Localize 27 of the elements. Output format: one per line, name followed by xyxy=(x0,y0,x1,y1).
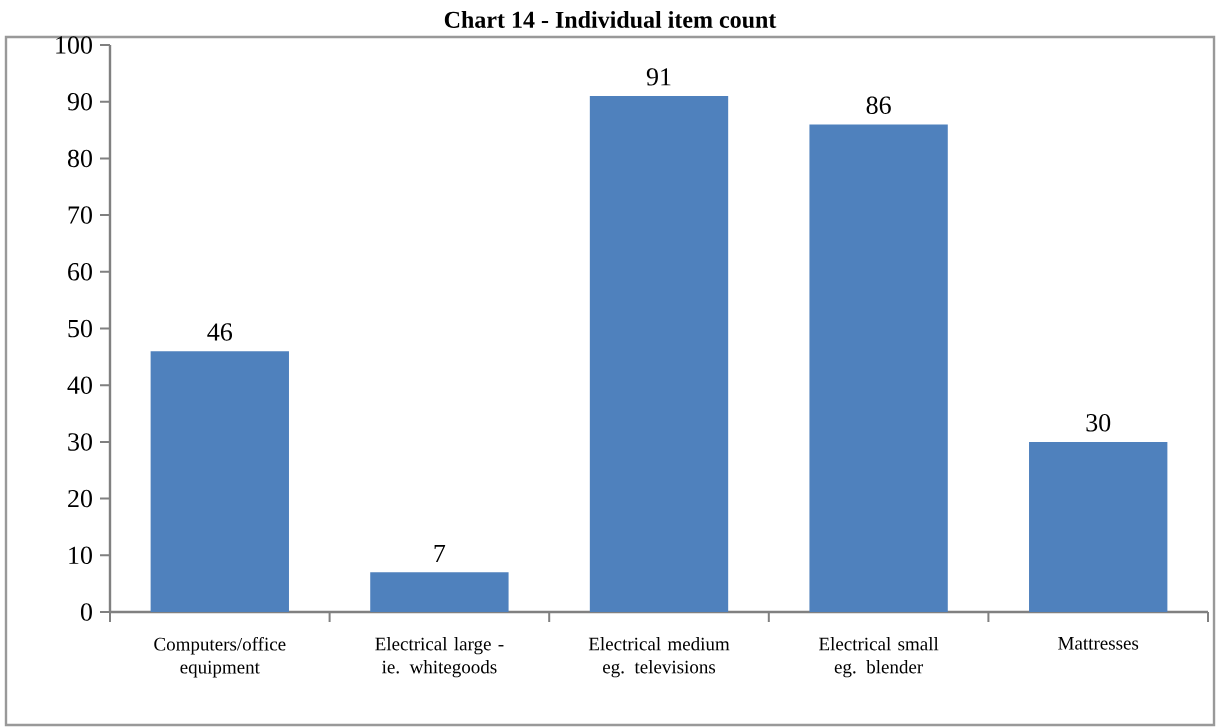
y-tick-label: 30 xyxy=(68,433,92,451)
y-tick-label: 40 xyxy=(67,376,92,394)
x-tick-label: Electrical large - ie. whitegoods xyxy=(375,637,504,678)
x-tick-label: Computers/office equipment xyxy=(154,637,286,678)
y-tick-label: 20 xyxy=(68,489,92,508)
y-tick-label: 70 xyxy=(68,206,92,224)
bar xyxy=(370,572,509,612)
x-tick-label: Mattresses xyxy=(1058,637,1139,650)
y-tick-label: 50 xyxy=(68,319,92,338)
y-tick-label: 80 xyxy=(67,149,92,168)
data-label: 91 xyxy=(646,68,671,86)
y-tick-label: 10 xyxy=(69,546,92,565)
bar xyxy=(809,124,948,612)
x-tick-label: Electrical medium eg. televisions xyxy=(588,637,730,678)
bar xyxy=(1029,441,1168,612)
y-tick-label: 0 xyxy=(80,603,92,621)
bar xyxy=(150,351,289,612)
y-tick-label: 60 xyxy=(68,263,92,281)
data-label: 7 xyxy=(434,544,446,562)
bar xyxy=(589,96,729,612)
data-label: 86 xyxy=(866,96,891,114)
x-tick-label: Electrical small eg. blender xyxy=(819,637,939,678)
data-label: 30 xyxy=(1086,413,1111,432)
data-label: 46 xyxy=(207,323,233,341)
chart-title: Chart 14 - Individual item count xyxy=(444,11,777,28)
y-tick-label: 90 xyxy=(67,92,92,111)
y-tick-label: 100 xyxy=(56,36,92,54)
